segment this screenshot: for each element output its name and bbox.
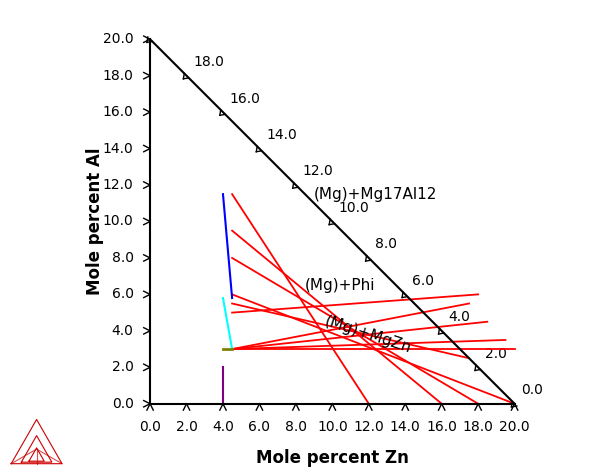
Text: 0.0: 0.0 xyxy=(112,397,134,411)
Text: 10.0: 10.0 xyxy=(103,215,134,228)
Text: (Mg)+MgZn: (Mg)+MgZn xyxy=(323,313,414,356)
Text: 14.0: 14.0 xyxy=(103,142,134,155)
Text: 12.0: 12.0 xyxy=(103,178,134,192)
Text: 10.0: 10.0 xyxy=(317,420,348,434)
Text: 18.0: 18.0 xyxy=(193,55,224,69)
Text: 4.0: 4.0 xyxy=(212,420,234,434)
Text: 12.0: 12.0 xyxy=(303,164,333,179)
Text: 18.0: 18.0 xyxy=(103,69,134,82)
Text: 12.0: 12.0 xyxy=(353,420,384,434)
Text: 2.0: 2.0 xyxy=(112,360,134,374)
Text: 6.0: 6.0 xyxy=(112,287,134,301)
Text: 2.0: 2.0 xyxy=(485,347,506,361)
Text: 4.0: 4.0 xyxy=(448,310,470,324)
Text: 0.0: 0.0 xyxy=(521,383,543,397)
Text: 20.0: 20.0 xyxy=(103,32,134,46)
Text: 0.0: 0.0 xyxy=(139,420,161,434)
Text: Mole percent Al: Mole percent Al xyxy=(87,148,104,295)
Text: 16.0: 16.0 xyxy=(229,91,260,106)
Text: 2.0: 2.0 xyxy=(176,420,198,434)
Text: 18.0: 18.0 xyxy=(463,420,493,434)
Text: 20.0: 20.0 xyxy=(499,420,530,434)
Text: 16.0: 16.0 xyxy=(426,420,457,434)
Text: 8.0: 8.0 xyxy=(285,420,307,434)
Text: 6.0: 6.0 xyxy=(248,420,270,434)
Text: 14.0: 14.0 xyxy=(266,128,296,142)
Text: 10.0: 10.0 xyxy=(339,201,370,215)
Text: (Mg)+Phi: (Mg)+Phi xyxy=(305,278,376,293)
Text: 8.0: 8.0 xyxy=(375,237,397,251)
Text: 8.0: 8.0 xyxy=(112,251,134,265)
Text: 16.0: 16.0 xyxy=(103,105,134,119)
Text: (Mg)+Mg17Al12: (Mg)+Mg17Al12 xyxy=(314,187,437,201)
Text: 4.0: 4.0 xyxy=(112,324,134,338)
Text: Mole percent Zn: Mole percent Zn xyxy=(256,449,409,467)
Text: 14.0: 14.0 xyxy=(390,420,421,434)
Text: 6.0: 6.0 xyxy=(412,274,434,288)
